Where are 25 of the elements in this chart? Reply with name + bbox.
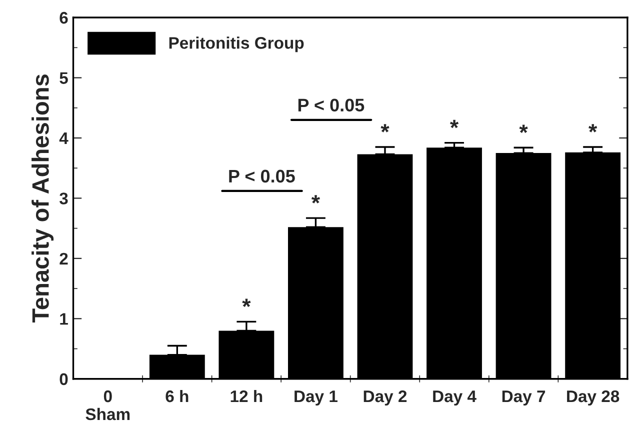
annotation: * — [450, 120, 459, 128]
x-tick-label: 0 Sham — [86, 390, 130, 420]
legend-label: Peritonitis Group — [169, 36, 304, 52]
y-tick-label: 5 — [60, 72, 68, 84]
annotation: * — [380, 124, 390, 132]
y-tick-label: 2 — [60, 252, 68, 264]
annotation: * — [242, 298, 251, 308]
y-axis-title: Tenacity of Adhesions — [32, 74, 54, 323]
annotation: * — [311, 195, 320, 204]
x-tick-label: Day 2 — [364, 390, 407, 406]
y-tick-label: 0 — [60, 373, 68, 386]
x-tick-label: Day 1 — [294, 390, 338, 406]
x-tick-label: Day 7 — [502, 390, 546, 406]
x-tick-label: Day 28 — [567, 390, 620, 406]
annotation: * — [519, 124, 528, 133]
x-tick-label: 12 h — [230, 390, 262, 402]
annotation: P < 0.05 — [229, 170, 295, 183]
x-tick-label: 6 h — [166, 390, 188, 402]
x-tick-label: Day 4 — [433, 390, 476, 406]
annotation: * — [588, 124, 598, 132]
y-tick-label: 6 — [60, 12, 68, 24]
y-tick-label: 4 — [59, 132, 68, 144]
annotation: P < 0.05 — [298, 98, 364, 112]
y-tick-label: 1 — [60, 313, 68, 325]
y-tick-label: 3 — [60, 192, 68, 204]
